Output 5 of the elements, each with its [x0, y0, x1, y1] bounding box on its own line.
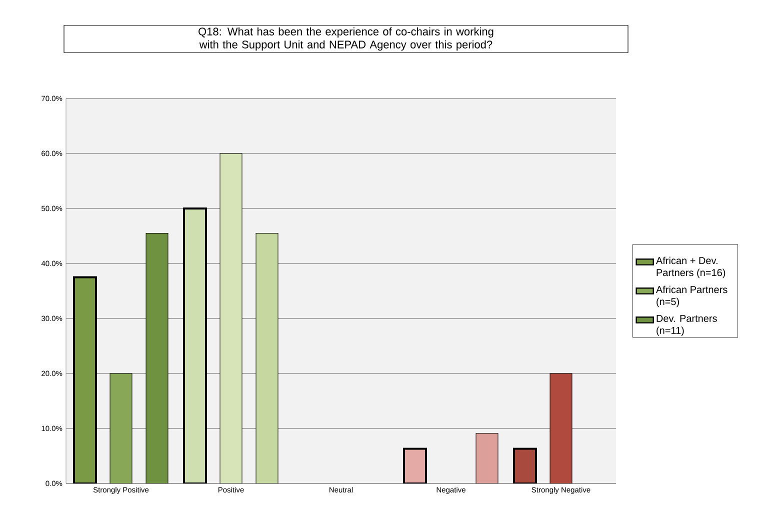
chart-title: Q18: What has been the experience of co-chairs in working with the Support Unit and NEPAD Agency over this period? — [198, 27, 494, 51]
legend-label: Dev. Partners (n=11) — [656, 314, 717, 336]
bar — [146, 232, 168, 484]
legend-label: African Partners (n=5) — [656, 286, 728, 308]
legend-label: African + Dev. Partners (n=16) — [656, 256, 726, 278]
